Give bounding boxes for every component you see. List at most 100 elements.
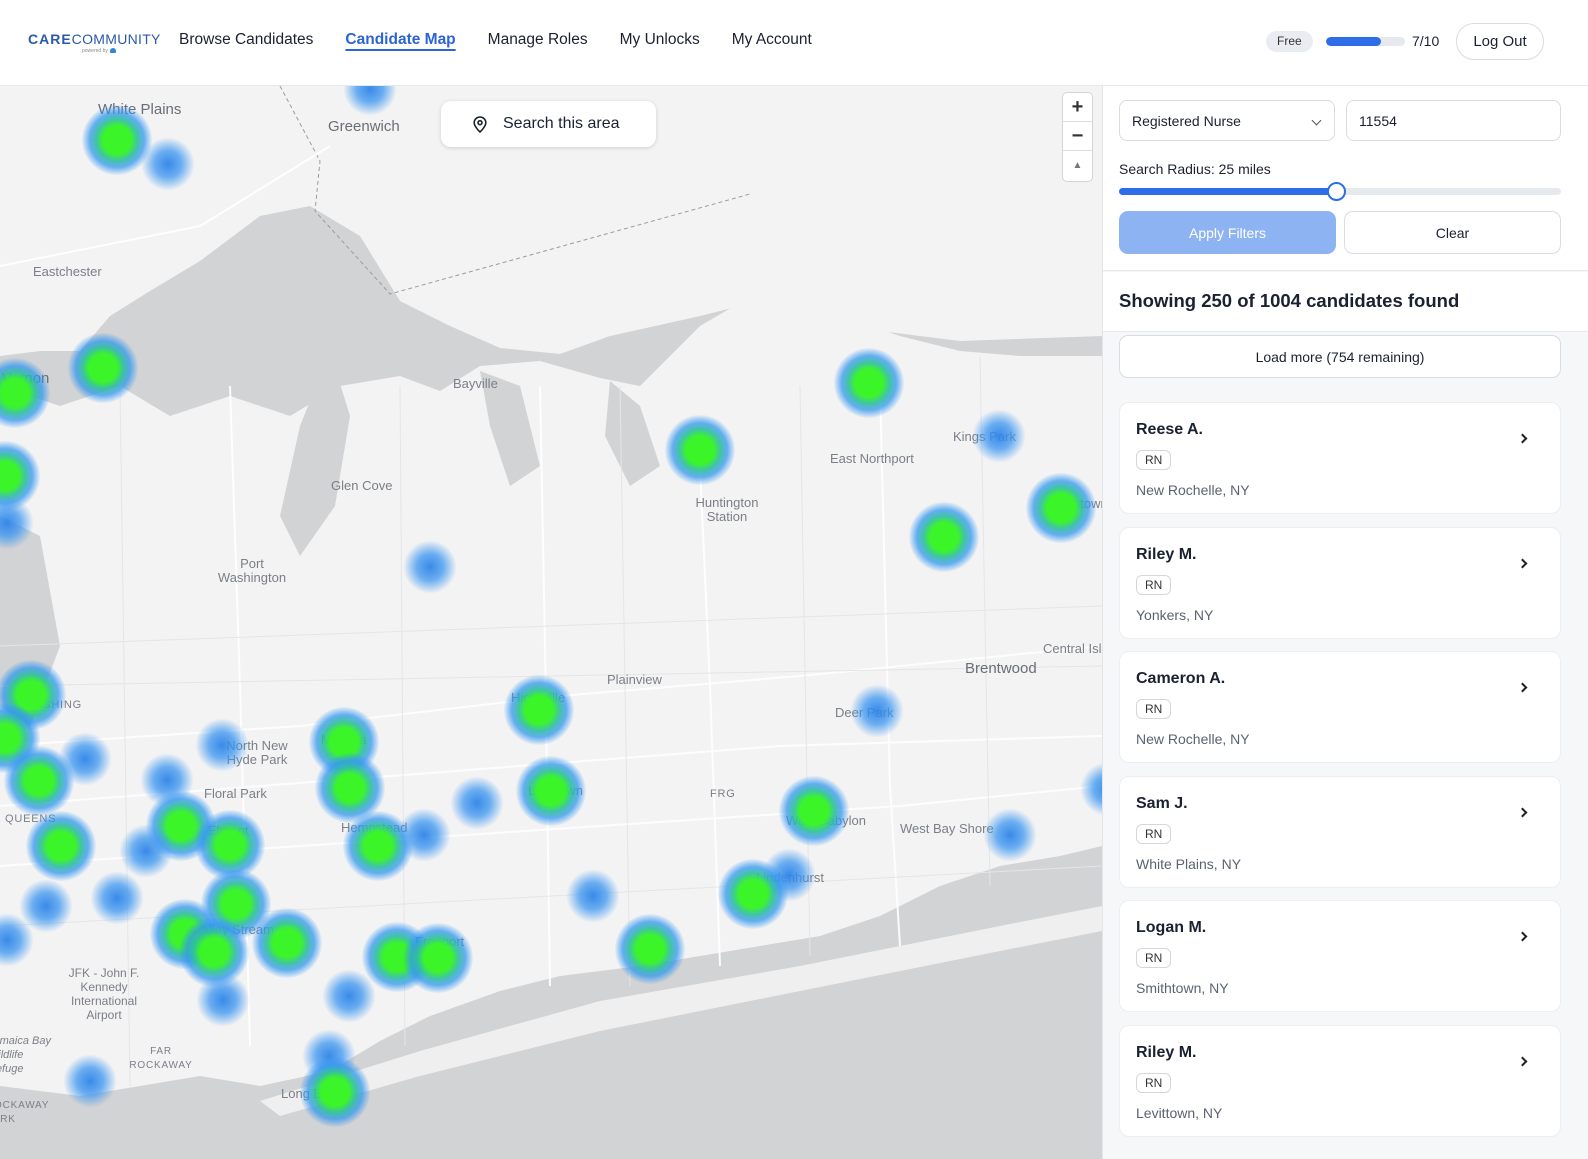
credits-progress-fill: [1326, 37, 1382, 46]
search-this-area-button[interactable]: Search this area: [441, 101, 656, 147]
plan-badge: Free: [1266, 31, 1313, 52]
map-label: Huntington Station: [695, 495, 759, 524]
main-nav: Browse Candidates Candidate Map Manage R…: [179, 31, 844, 49]
map-label: White Plains: [98, 101, 182, 118]
map-label: Jamaica Bay Wildlife Refuge: [0, 1035, 51, 1075]
candidate-location: Yonkers, NY: [1136, 606, 1214, 623]
search-radius-slider[interactable]: [1119, 182, 1561, 201]
candidate-name: Logan M.: [1136, 919, 1207, 936]
results-summary: Showing 250 of 1004 candidates found: [1119, 290, 1460, 311]
results-panel: Registered Nurse Search Radius: 25 miles…: [1102, 86, 1588, 1159]
clear-filters-button[interactable]: Clear: [1344, 211, 1561, 254]
nav-manage-roles[interactable]: Manage Roles: [487, 31, 588, 48]
nav-candidate-map[interactable]: Candidate Map: [345, 31, 456, 48]
map-label: FLUSHING: [20, 699, 83, 711]
role-select[interactable]: Registered Nurse: [1119, 100, 1335, 141]
map-label: Smithtown: [1047, 496, 1102, 511]
candidate-card[interactable]: Reese A. RN New Rochelle, NY: [1119, 402, 1561, 514]
logo-text-bold: CARE: [28, 31, 72, 47]
map-label: Plainview: [607, 672, 662, 687]
slider-thumb[interactable]: [1326, 182, 1346, 201]
zoom-in-button[interactable]: +: [1063, 93, 1092, 122]
map-label: Mount Vernon: [0, 370, 50, 387]
slider-fill: [1119, 188, 1336, 195]
credential-badge: RN: [1136, 699, 1172, 719]
credential-badge: RN: [1136, 450, 1172, 470]
map-label: West Babylon: [786, 813, 866, 828]
chevron-right-icon: [1517, 433, 1528, 444]
location-pin-icon: [473, 115, 487, 133]
map-label: Hicksville: [511, 690, 566, 705]
top-nav-bar: CARECOMMUNITY powered by Browse Candidat…: [0, 0, 1588, 86]
logo-text: COMMUNITY: [71, 31, 161, 47]
map-label: Bayville: [453, 376, 498, 391]
map-label: Deer Park: [835, 705, 894, 720]
map-label: Freeport: [415, 934, 465, 949]
chevron-right-icon: [1517, 931, 1528, 942]
candidate-name: Riley M.: [1136, 1043, 1197, 1061]
map-label: Lindenhurst: [756, 870, 824, 885]
map-label: Elmont: [208, 823, 249, 838]
map-label: Eastchester: [33, 264, 102, 279]
map-label: North New Hyde Park: [226, 738, 288, 767]
candidate-list: Reese A. RN New Rochelle, NY Riley M. RN…: [1119, 402, 1561, 1149]
candidate-location: Smithtown, NY: [1136, 980, 1229, 996]
candidate-location: New Rochelle, NY: [1136, 482, 1250, 498]
logout-button[interactable]: Log Out: [1456, 23, 1544, 60]
map-label: Glen Cove: [331, 478, 393, 493]
map-label: Long Beach: [281, 1086, 351, 1101]
candidate-card[interactable]: Logan M. RN Smithtown, NY: [1119, 900, 1561, 1012]
chevron-down-icon: [1311, 115, 1322, 126]
map-label: Brentwood: [965, 660, 1037, 677]
care-community-logo[interactable]: CARECOMMUNITY powered by: [28, 31, 160, 59]
zip-code-input[interactable]: [1346, 100, 1561, 141]
map-label: Kings Park: [953, 429, 1016, 444]
candidate-card[interactable]: Cameron A. RN New Rochelle, NY: [1119, 651, 1561, 763]
map-label: Central Islip: [1043, 641, 1102, 656]
role-select-value: Registered Nurse: [1132, 113, 1241, 129]
apply-filters-button[interactable]: Apply Filters: [1119, 211, 1336, 254]
candidate-name: Sam J.: [1136, 794, 1188, 812]
logo-powered-by: powered by: [82, 48, 108, 54]
candidate-card[interactable]: Sam J. RN White Plains, NY: [1119, 775, 1561, 888]
candidate-card[interactable]: Riley M. RN Levittown, NY: [1119, 1024, 1561, 1137]
map-label: Hempstead: [341, 820, 408, 835]
credits-count: 7/10: [1412, 33, 1440, 49]
filters-section: Registered Nurse Search Radius: 25 miles…: [1103, 86, 1588, 271]
chevron-right-icon: [1517, 1056, 1528, 1066]
candidate-heatmap[interactable]: White Plains Greenwich Eastchester Mount…: [0, 86, 1102, 1159]
map-basemap: [0, 86, 1102, 1116]
chevron-right-icon: [1517, 682, 1528, 693]
chevron-right-icon: [1517, 558, 1528, 568]
credits-progress-bar: [1326, 37, 1405, 46]
candidate-name: Riley M.: [1136, 545, 1197, 563]
map-label: ROCKAWAY PARK: [0, 1100, 50, 1125]
map-label: JFK - John F. Kennedy International Airp…: [68, 966, 140, 1022]
zoom-out-button[interactable]: −: [1063, 122, 1092, 151]
map-label: Port Washington: [217, 556, 287, 585]
search-radius-label: Search Radius: 25 miles: [1119, 161, 1271, 177]
candidate-card[interactable]: Riley M. RN Yonkers, NY: [1119, 526, 1561, 639]
results-header: Showing 250 of 1004 candidates found: [1103, 272, 1588, 332]
candidate-name: Reese A.: [1136, 421, 1203, 438]
candidate-name: Cameron A.: [1136, 670, 1226, 687]
nav-browse-candidates[interactable]: Browse Candidates: [179, 31, 314, 48]
nav-my-unlocks[interactable]: My Unlocks: [619, 31, 700, 48]
reset-bearing-button[interactable]: ▲: [1072, 160, 1083, 171]
map-label: Greenwich: [328, 118, 400, 135]
candidate-location: White Plains, NY: [1136, 855, 1242, 872]
credential-badge: RN: [1136, 1072, 1172, 1093]
map-label: Valley Stream: [194, 922, 274, 937]
heart-icon: [110, 48, 117, 54]
load-more-button[interactable]: Load more (754 remaining): [1119, 335, 1561, 378]
map-label: FAR ROCKAWAY: [129, 1046, 193, 1071]
candidate-location: New Rochelle, NY: [1136, 731, 1250, 747]
chevron-right-icon: [1517, 807, 1528, 817]
map-label: Floral Park: [204, 786, 267, 801]
credential-badge: RN: [1136, 823, 1172, 844]
map-label: Levittown: [528, 783, 583, 798]
candidate-location: Levittown, NY: [1136, 1104, 1223, 1121]
map-label: West Bay Shore: [900, 821, 994, 836]
nav-my-account[interactable]: My Account: [731, 31, 812, 48]
map-label: FRG: [710, 788, 736, 800]
